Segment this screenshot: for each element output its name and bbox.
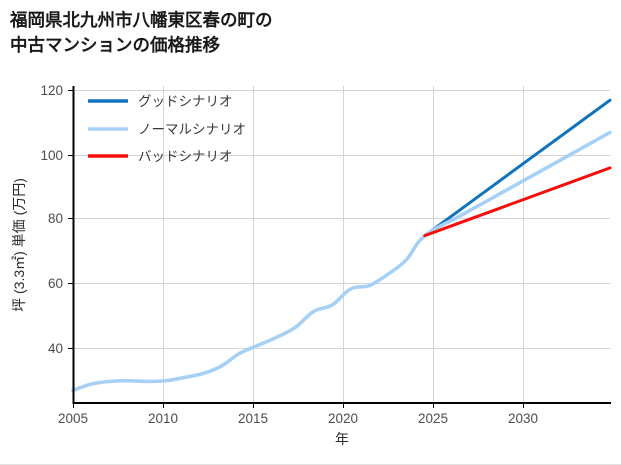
- y-tick-label-100: 100: [40, 148, 63, 163]
- x-tick-label-2005: 2005: [58, 411, 88, 426]
- y-tickmarks: [68, 89, 73, 350]
- x-tick-label-2015: 2015: [238, 411, 268, 426]
- x-tick-labels: 2005 2010 2015 2020 2025 2030: [58, 411, 538, 426]
- chart-title-line-2: 中古マンションの価格推移: [10, 35, 220, 55]
- x-tick-label-2020: 2020: [328, 411, 358, 426]
- y-tick-label-40: 40: [48, 341, 63, 356]
- y-axis-title: 坪 (3.3㎡) 単価 (万円): [11, 178, 27, 312]
- chart-title: 福岡県北九州市八幡東区春の町の 中古マンションの価格推移: [10, 8, 610, 58]
- y-tick-label-60: 60: [48, 276, 63, 291]
- series-line-bad: [423, 166, 612, 238]
- y-tick-label-80: 80: [48, 211, 63, 226]
- legend-label-normal: ノーマルシナリオ: [138, 122, 246, 137]
- y-tick-labels: 120 100 80 60 40: [40, 83, 63, 356]
- legend-label-bad: バッドシナリオ: [138, 149, 233, 164]
- x-axis-title: 年: [335, 431, 349, 447]
- horizontal-gridlines: [73, 90, 610, 349]
- x-tick-label-2030: 2030: [508, 411, 538, 426]
- legend-item-normal[interactable]: ノーマルシナリオ: [88, 122, 246, 137]
- x-tick-label-2025: 2025: [418, 411, 448, 426]
- chart-title-line-1: 福岡県北九州市八幡東区春の町の: [10, 10, 273, 30]
- data-series-group: [71, 98, 612, 393]
- legend: グッドシナリオ ノーマルシナリオ バッドシナリオ: [88, 94, 246, 164]
- legend-item-bad[interactable]: バッドシナリオ: [88, 149, 233, 164]
- x-tickmarks: [72, 403, 525, 408]
- legend-item-good[interactable]: グッドシナリオ: [88, 94, 233, 109]
- series-line-good: [423, 98, 612, 238]
- y-tick-label-120: 120: [40, 83, 63, 98]
- legend-label-good: グッドシナリオ: [138, 94, 233, 109]
- series-line-normal: [71, 130, 612, 393]
- x-tick-label-2010: 2010: [148, 411, 178, 426]
